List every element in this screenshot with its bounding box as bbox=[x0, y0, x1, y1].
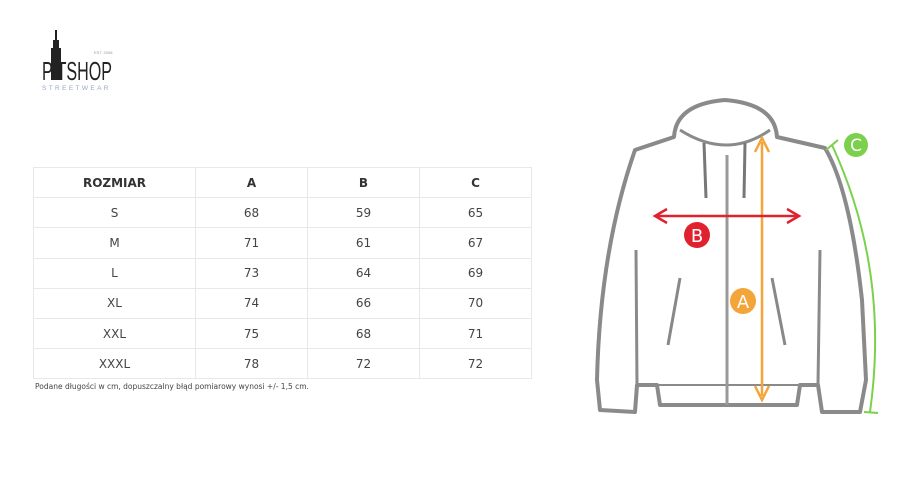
header-size: ROZMIAR bbox=[33, 166, 196, 199]
a-cell: 75 bbox=[195, 317, 308, 350]
label-b: B bbox=[691, 226, 703, 247]
svg-text:EST. 2008: EST. 2008 bbox=[94, 50, 113, 55]
c-cell: 70 bbox=[419, 287, 532, 319]
measurement-note: Podane długości w cm, dopuszczalny błąd … bbox=[35, 382, 309, 391]
size-cell: XXXL bbox=[33, 348, 196, 380]
jacket-outline bbox=[595, 98, 868, 414]
a-cell: 71 bbox=[195, 227, 308, 259]
measure-b: B bbox=[652, 207, 802, 248]
label-c: C bbox=[850, 136, 862, 156]
table-row: L 73 64 69 bbox=[33, 257, 532, 289]
size-table: ROZMIAR A B C S 68 59 65 M 71 61 67 L 73 64 69 XL 74 6… bbox=[33, 166, 532, 380]
a-cell: 73 bbox=[195, 257, 308, 289]
table-row: XXL 75 68 71 bbox=[33, 317, 532, 350]
b-cell: 66 bbox=[307, 287, 420, 319]
measure-c: C bbox=[825, 133, 879, 414]
table-row: XL 74 66 70 bbox=[33, 287, 532, 319]
jacket-diagram: A B C bbox=[595, 98, 879, 414]
patshop-logo: P TSHOP EST. 2008 STREETWEAR bbox=[42, 30, 113, 92]
label-a: A bbox=[737, 292, 750, 313]
size-cell: M bbox=[33, 227, 196, 259]
table-row: S 68 59 65 bbox=[33, 197, 532, 229]
svg-text:STREETWEAR: STREETWEAR bbox=[42, 85, 110, 92]
c-cell: 65 bbox=[419, 197, 532, 229]
b-cell: 64 bbox=[307, 257, 420, 289]
a-cell: 74 bbox=[195, 287, 308, 319]
c-cell: 67 bbox=[419, 227, 532, 259]
b-cell: 72 bbox=[307, 348, 420, 380]
header-c: C bbox=[419, 166, 532, 199]
c-cell: 72 bbox=[419, 348, 532, 380]
a-cell: 68 bbox=[195, 197, 308, 229]
measure-a: A bbox=[730, 135, 771, 403]
table-row: XXXL 78 72 72 bbox=[33, 348, 532, 380]
b-cell: 59 bbox=[307, 197, 420, 229]
table-row: M 71 61 67 bbox=[33, 227, 532, 259]
header-b: B bbox=[307, 166, 420, 199]
header-a: A bbox=[195, 166, 308, 199]
size-cell: XXL bbox=[33, 317, 196, 350]
svg-text:P TSHOP: P TSHOP bbox=[42, 56, 112, 86]
size-cell: S bbox=[33, 197, 196, 229]
c-cell: 71 bbox=[419, 317, 532, 350]
c-cell: 69 bbox=[419, 257, 532, 289]
table-header-row: ROZMIAR A B C bbox=[33, 166, 532, 199]
size-cell: L bbox=[33, 257, 196, 289]
b-cell: 68 bbox=[307, 317, 420, 350]
a-cell: 78 bbox=[195, 348, 308, 380]
size-cell: XL bbox=[33, 287, 196, 319]
b-cell: 61 bbox=[307, 227, 420, 259]
